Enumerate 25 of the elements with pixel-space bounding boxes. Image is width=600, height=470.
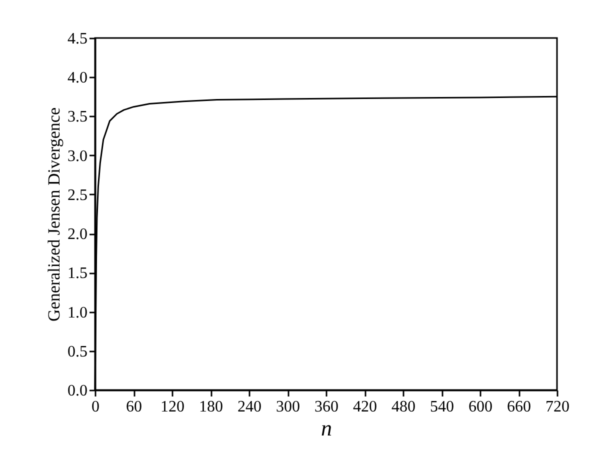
x-axis-title: n	[321, 416, 332, 440]
y-tick-label: 0.0	[68, 382, 88, 400]
y-tick-label: 1.0	[68, 304, 88, 322]
x-tick-label: 420	[353, 398, 377, 416]
x-tick-label: 480	[392, 398, 416, 416]
y-tick-label: 4.5	[68, 30, 88, 48]
y-tick-label: 2.0	[68, 226, 88, 244]
x-tick-label: 300	[276, 398, 300, 416]
x-tick-label: 600	[468, 398, 492, 416]
y-tick-label: 1.5	[68, 265, 88, 282]
x-tick-label: 720	[546, 398, 570, 416]
x-tick-label: 540	[430, 398, 454, 416]
x-tick-label: 240	[238, 398, 262, 416]
y-tick-label: 3.5	[68, 108, 88, 126]
x-tick-label: 0	[92, 398, 100, 416]
x-tick-label: 360	[314, 398, 338, 416]
y-tick-label: 3.0	[68, 148, 88, 165]
x-tick-label: 660	[507, 398, 531, 416]
y-tick-label: 4.0	[68, 70, 88, 87]
x-tick-label: 60	[126, 398, 142, 416]
y-tick-label: 2.5	[68, 186, 88, 204]
y-tick-label: 0.5	[68, 343, 88, 360]
y-axis-title: Generalized Jensen Divergence	[44, 108, 64, 322]
x-tick-label: 120	[160, 398, 184, 416]
x-tick-label: 180	[199, 398, 223, 416]
